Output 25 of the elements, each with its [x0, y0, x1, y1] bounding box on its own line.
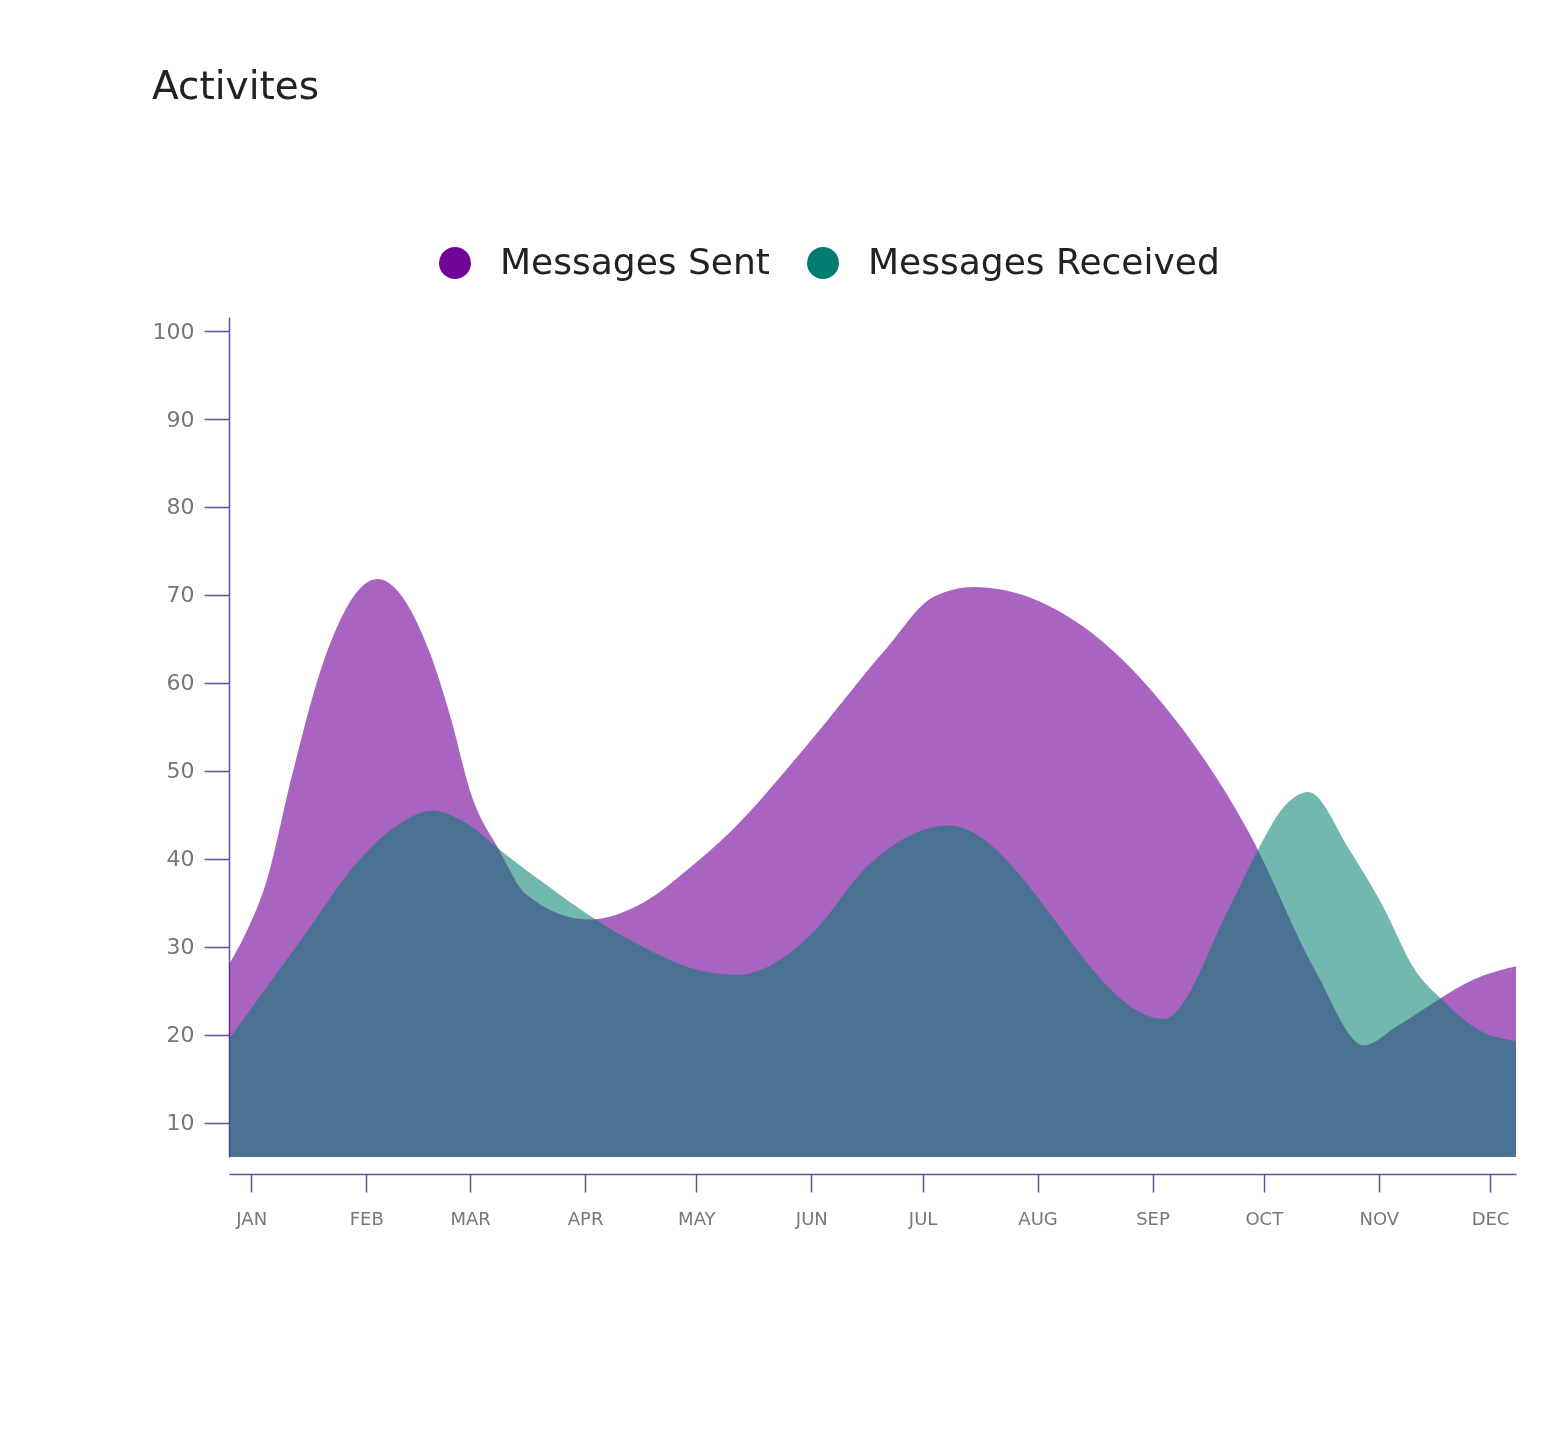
x-tick-label: FEB — [349, 1207, 384, 1229]
x-tick-label: APR — [567, 1207, 604, 1229]
x-tick-label: MAY — [678, 1207, 717, 1229]
y-tick-label: 80 — [166, 494, 195, 520]
y-tick-label: 70 — [166, 582, 195, 608]
x-tick-label: DEC — [1471, 1207, 1510, 1229]
y-tick-label: 90 — [166, 406, 195, 432]
x-tick-label: OCT — [1245, 1207, 1285, 1229]
x-tick-label: JUN — [794, 1207, 828, 1229]
legend-label: Messages Sent — [500, 241, 770, 282]
y-tick-label: 10 — [166, 1110, 195, 1136]
y-tick-label: 60 — [166, 670, 195, 696]
chart-title: Activites — [152, 63, 320, 108]
y-tick-label: 30 — [166, 934, 195, 960]
x-tick-label: JAN — [235, 1207, 268, 1229]
legend-label: Messages Received — [868, 241, 1220, 282]
y-tick-label: 50 — [166, 758, 195, 784]
y-tick-label: 100 — [152, 318, 195, 344]
y-tick-label: 40 — [166, 846, 195, 872]
y-tick-label: 20 — [166, 1022, 195, 1048]
x-tick-label: AUG — [1018, 1207, 1058, 1229]
x-tick-label: MAR — [450, 1207, 491, 1229]
x-tick-label: NOV — [1359, 1207, 1400, 1229]
x-tick-label: SEP — [1136, 1207, 1170, 1229]
x-tick-label: JUL — [907, 1207, 938, 1229]
